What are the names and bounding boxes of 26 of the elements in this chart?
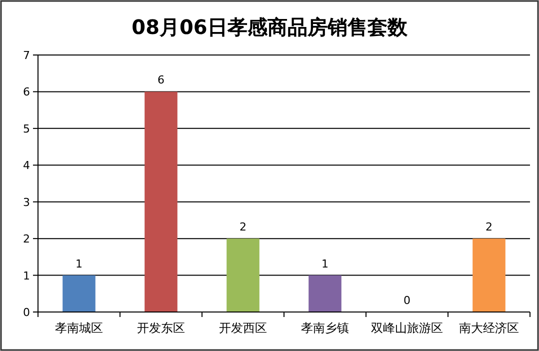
x-tick-label: 南大经济区 [459, 321, 519, 335]
chart-title: 08月06日孝感商品房销售套数 [132, 15, 408, 39]
x-tick-label: 孝南城区 [55, 321, 103, 335]
bar [472, 238, 506, 312]
data-label: 6 [158, 74, 164, 87]
x-tick-label: 开发东区 [137, 321, 185, 335]
bar [62, 275, 96, 312]
y-tick-label: 1 [23, 269, 30, 282]
x-tick-label: 双峰山旅游区 [371, 321, 443, 335]
x-tick-label: 开发西区 [219, 321, 267, 335]
data-label: 1 [76, 257, 82, 270]
y-tick-label: 5 [23, 122, 30, 136]
bar [226, 238, 260, 312]
y-tick-label: 7 [23, 49, 30, 62]
y-tick-label: 0 [23, 306, 30, 319]
y-tick-label: 3 [23, 196, 30, 209]
bar [308, 275, 342, 312]
y-tick-label: 6 [23, 86, 30, 99]
x-tick-label: 孝南乡镇 [301, 321, 349, 335]
data-label: 0 [404, 294, 410, 307]
bar [144, 92, 178, 312]
y-tick-label: 2 [23, 232, 30, 246]
data-label: 2 [486, 220, 492, 234]
y-tick-label: 4 [23, 159, 30, 172]
data-label: 1 [322, 257, 328, 270]
data-label: 2 [240, 220, 246, 234]
